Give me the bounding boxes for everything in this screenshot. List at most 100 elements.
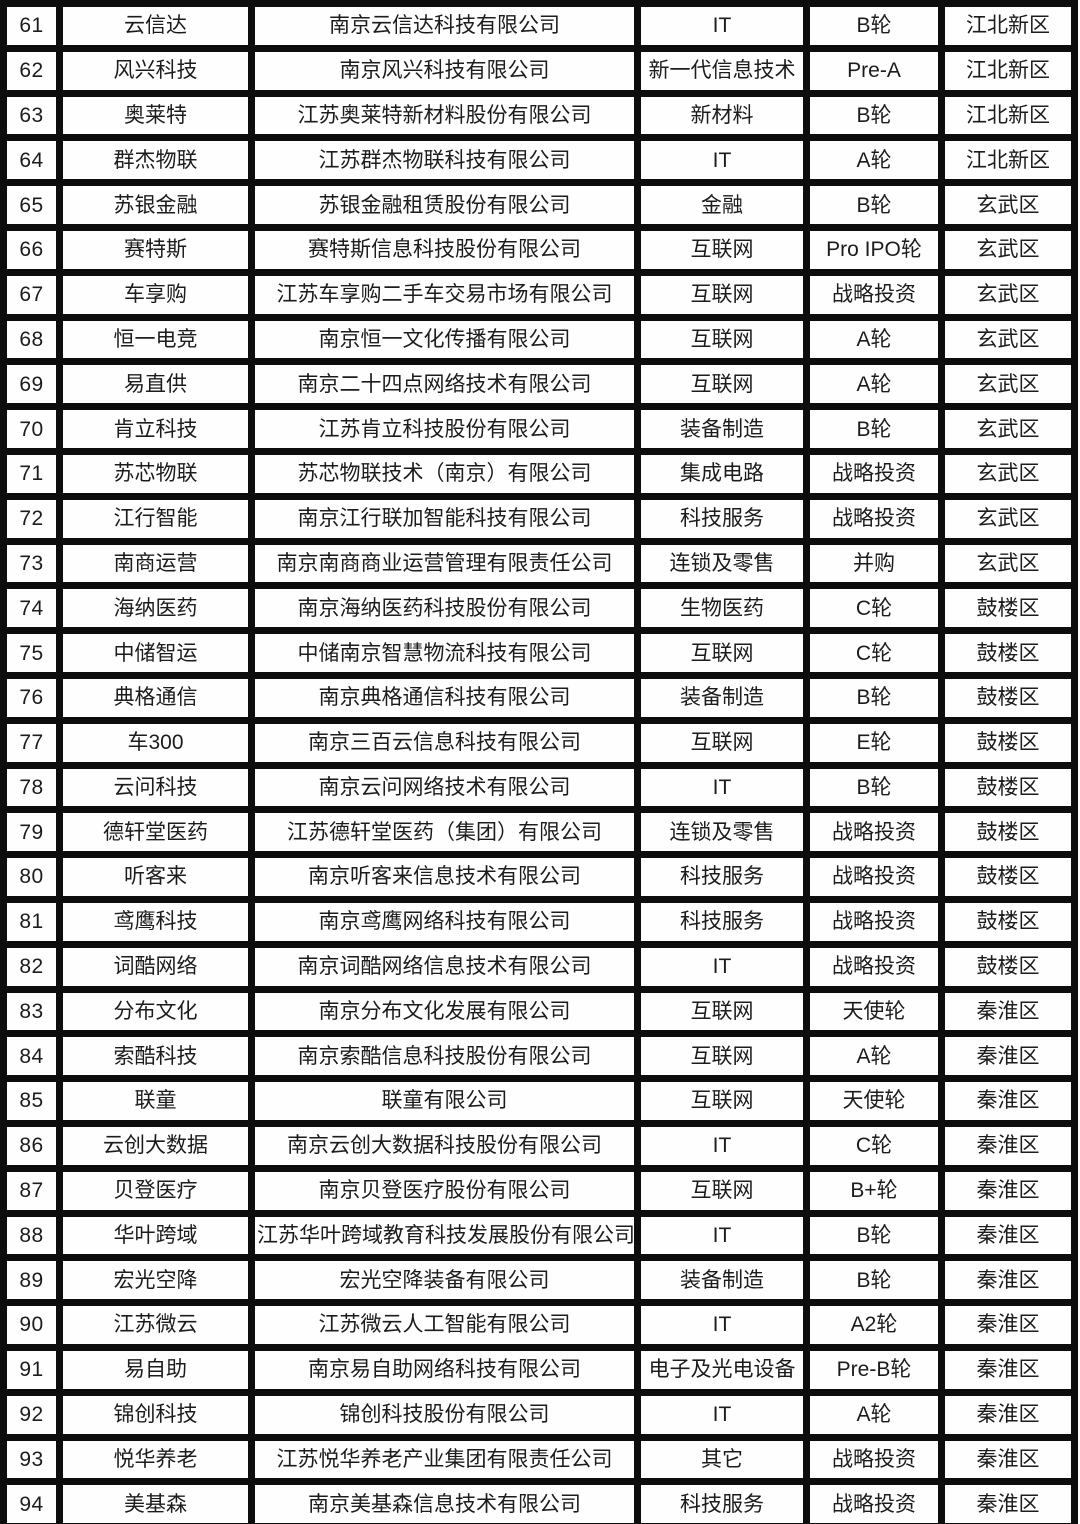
- table-row: 62 风兴科技 南京风兴科技有限公司 新一代信息技术 Pre-A 江北新区: [0, 44, 1078, 97]
- industry-cell: IT: [634, 1388, 810, 1441]
- table-row: 75 中储智运 中储南京智慧物流科技有限公司 互联网 C轮 鼓楼区: [0, 627, 1078, 679]
- funding-round-cell: 战略投资: [803, 447, 945, 500]
- industry-cell: 科技服务: [634, 1478, 810, 1524]
- funding-round-cell: B轮: [803, 89, 945, 142]
- full-name-cell: 联童有限公司: [248, 1075, 641, 1127]
- table-row: 85 联童 联童有限公司 互联网 天使轮 秦淮区: [0, 1075, 1078, 1127]
- funding-round-cell: 战略投资: [803, 940, 945, 993]
- table-row: 69 易直供 南京二十四点网络技术有限公司 互联网 A轮 玄武区: [0, 358, 1078, 411]
- funding-round-cell: 天使轮: [803, 1075, 945, 1127]
- table-row: 71 苏芯物联 苏芯物联技术（南京）有限公司 集成电路 战略投资 玄武区: [0, 447, 1078, 500]
- district-cell: 鼓楼区: [938, 806, 1078, 859]
- short-name-cell: 分布文化: [56, 985, 255, 1038]
- funding-round-cell: A轮: [803, 1030, 945, 1083]
- row-number-cell: 75: [0, 627, 63, 679]
- district-cell: 鼓楼区: [938, 671, 1078, 724]
- short-name-cell: 美基森: [56, 1478, 255, 1524]
- table-row: 81 鸢鹰科技 南京鸢鹰网络科技有限公司 科技服务 战略投资 鼓楼区: [0, 895, 1078, 948]
- row-number-cell: 85: [0, 1075, 63, 1127]
- district-cell: 秦淮区: [938, 1119, 1078, 1172]
- table-row: 74 海纳医药 南京海纳医药科技股份有限公司 生物医药 C轮 鼓楼区: [0, 582, 1078, 635]
- district-cell: 江北新区: [938, 0, 1078, 52]
- district-cell: 秦淮区: [938, 1075, 1078, 1127]
- row-number-cell: 64: [0, 134, 63, 187]
- full-name-cell: 中储南京智慧物流科技有限公司: [248, 627, 641, 679]
- full-name-cell: 江苏奥莱特新材料股份有限公司: [248, 89, 641, 142]
- full-name-cell: 南京海纳医药科技股份有限公司: [248, 582, 641, 635]
- row-number-cell: 65: [0, 179, 63, 231]
- row-number-cell: 69: [0, 358, 63, 411]
- short-name-cell: 苏银金融: [56, 179, 255, 231]
- industry-cell: IT: [634, 1119, 810, 1172]
- funding-round-cell: 战略投资: [803, 492, 945, 545]
- funding-round-cell: 战略投资: [803, 806, 945, 859]
- short-name-cell: 宏光空降: [56, 1254, 255, 1307]
- industry-cell: 装备制造: [634, 671, 810, 724]
- funding-round-cell: Pre-A: [803, 44, 945, 97]
- short-name-cell: 云创大数据: [56, 1119, 255, 1172]
- full-name-cell: 南京鸢鹰网络科技有限公司: [248, 895, 641, 948]
- table-row: 79 德轩堂医药 江苏德轩堂医药（集团）有限公司 连锁及零售 战略投资 鼓楼区: [0, 806, 1078, 859]
- table-row: 77 车300 南京三百云信息科技有限公司 互联网 E轮 鼓楼区: [0, 716, 1078, 769]
- short-name-cell: 典格通信: [56, 671, 255, 724]
- short-name-cell: 群杰物联: [56, 134, 255, 187]
- industry-cell: 互联网: [634, 627, 810, 679]
- table-row: 87 贝登医疗 南京贝登医疗股份有限公司 互联网 B+轮 秦淮区: [0, 1164, 1078, 1217]
- full-name-cell: 赛特斯信息科技股份有限公司: [248, 224, 641, 276]
- industry-cell: IT: [634, 134, 810, 187]
- funding-round-cell: B轮: [803, 403, 945, 455]
- full-name-cell: 江苏德轩堂医药（集团）有限公司: [248, 806, 641, 859]
- funding-round-cell: 天使轮: [803, 985, 945, 1038]
- industry-cell: 互联网: [634, 1075, 810, 1127]
- table-row: 78 云问科技 南京云问网络技术有限公司 IT B轮 鼓楼区: [0, 761, 1078, 814]
- industry-cell: 连锁及零售: [634, 537, 810, 590]
- district-cell: 江北新区: [938, 134, 1078, 187]
- table-row: 70 肯立科技 江苏肯立科技股份有限公司 装备制造 B轮 玄武区: [0, 403, 1078, 455]
- short-name-cell: 词酷网络: [56, 940, 255, 993]
- district-cell: 秦淮区: [938, 985, 1078, 1038]
- row-number-cell: 83: [0, 985, 63, 1038]
- industry-cell: IT: [634, 1209, 810, 1262]
- row-number-cell: 94: [0, 1478, 63, 1524]
- row-number-cell: 74: [0, 582, 63, 635]
- short-name-cell: 易自助: [56, 1343, 255, 1396]
- full-name-cell: 南京南商商业运营管理有限责任公司: [248, 537, 641, 590]
- row-number-cell: 87: [0, 1164, 63, 1217]
- row-number-cell: 90: [0, 1299, 63, 1351]
- table-row: 73 南商运营 南京南商商业运营管理有限责任公司 连锁及零售 并购 玄武区: [0, 537, 1078, 590]
- full-name-cell: 南京索酷信息科技股份有限公司: [248, 1030, 641, 1083]
- short-name-cell: 云信达: [56, 0, 255, 52]
- row-number-cell: 86: [0, 1119, 63, 1172]
- industry-cell: 电子及光电设备: [634, 1343, 810, 1396]
- district-cell: 鼓楼区: [938, 716, 1078, 769]
- full-name-cell: 南京二十四点网络技术有限公司: [248, 358, 641, 411]
- industry-cell: 连锁及零售: [634, 806, 810, 859]
- full-name-cell: 南京云信达科技有限公司: [248, 0, 641, 52]
- table-row: 63 奥莱特 江苏奥莱特新材料股份有限公司 新材料 B轮 江北新区: [0, 89, 1078, 142]
- row-number-cell: 82: [0, 940, 63, 993]
- full-name-cell: 南京云创大数据科技股份有限公司: [248, 1119, 641, 1172]
- full-name-cell: 江苏群杰物联科技有限公司: [248, 134, 641, 187]
- industry-cell: IT: [634, 0, 810, 52]
- district-cell: 玄武区: [938, 403, 1078, 455]
- table-row: 83 分布文化 南京分布文化发展有限公司 互联网 天使轮 秦淮区: [0, 985, 1078, 1038]
- funding-round-cell: E轮: [803, 716, 945, 769]
- full-name-cell: 江苏车享购二手车交易市场有限公司: [248, 268, 641, 321]
- industry-cell: 互联网: [634, 224, 810, 276]
- short-name-cell: 恒一电竞: [56, 313, 255, 366]
- funding-round-cell: Pro IPO轮: [803, 224, 945, 276]
- table-row: 80 听客来 南京听客来信息技术有限公司 科技服务 战略投资 鼓楼区: [0, 851, 1078, 903]
- district-cell: 秦淮区: [938, 1478, 1078, 1524]
- full-name-cell: 南京听客来信息技术有限公司: [248, 851, 641, 903]
- full-name-cell: 江苏微云人工智能有限公司: [248, 1299, 641, 1351]
- full-name-cell: 南京风兴科技有限公司: [248, 44, 641, 97]
- industry-cell: 互联网: [634, 313, 810, 366]
- row-number-cell: 89: [0, 1254, 63, 1307]
- table-row: 94 美基森 南京美基森信息技术有限公司 科技服务 战略投资 秦淮区: [0, 1478, 1078, 1524]
- district-cell: 玄武区: [938, 313, 1078, 366]
- district-cell: 秦淮区: [938, 1388, 1078, 1441]
- funding-round-cell: A轮: [803, 313, 945, 366]
- industry-cell: 科技服务: [634, 492, 810, 545]
- industry-cell: 其它: [634, 1433, 810, 1486]
